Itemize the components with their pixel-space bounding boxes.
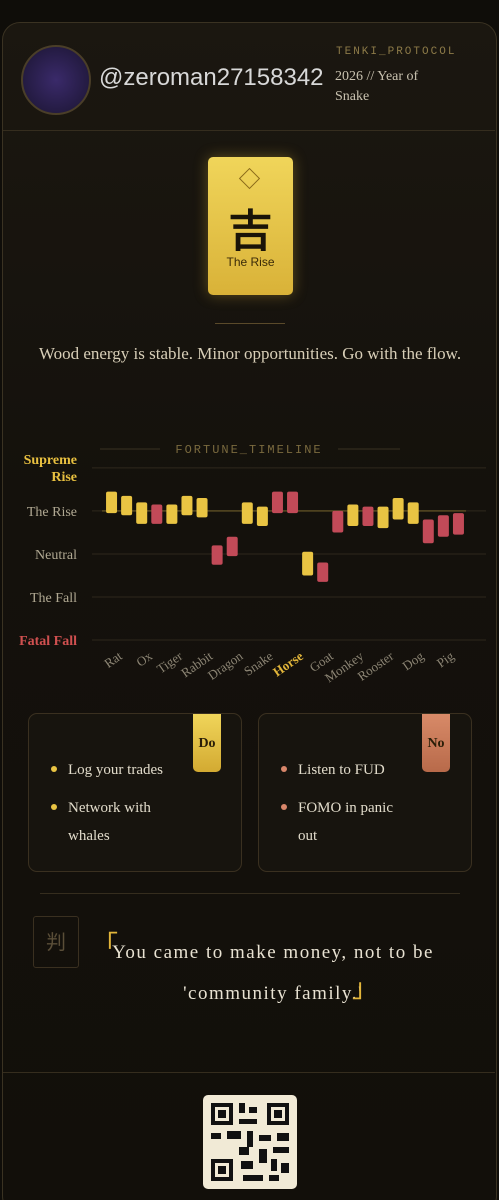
no-box: No Listen to FUD FOMO in panic out	[258, 713, 472, 872]
candle	[151, 504, 163, 524]
x-tick-label: Ox	[133, 648, 155, 670]
divider	[3, 1072, 495, 1073]
divider	[40, 893, 460, 894]
y-tick-line: Rise	[51, 470, 77, 485]
protocol: TENKI_PROTOCOL	[336, 46, 457, 58]
candle	[362, 506, 374, 526]
candle	[332, 510, 344, 533]
x-tick-label: Dragon	[205, 648, 246, 683]
verdict-quote: You came to make money, not to be 'commu…	[112, 942, 434, 1004]
candle	[377, 506, 389, 529]
divider	[215, 323, 285, 324]
x-tick-label: Snake	[241, 648, 276, 679]
fortune-chart: FORTUNE_TIMELINE Fatal Fall The Fall Neutra…	[19, 443, 486, 685]
candle	[287, 491, 299, 514]
no-item: FOMO in panic out	[298, 800, 393, 844]
y-tick-label: Fatal Fall	[19, 634, 77, 649]
no-item: Listen to FUD	[298, 762, 385, 778]
fortune-card: 吉 The Rise	[208, 157, 293, 295]
candle	[256, 506, 268, 526]
qr-code[interactable]	[203, 1095, 297, 1189]
do-box: Do Log your trades Network with whales	[28, 713, 242, 872]
y-tick-line: Supreme	[24, 453, 77, 468]
candle	[347, 504, 359, 526]
candle	[196, 498, 208, 518]
candle	[422, 519, 434, 544]
x-tick-label: Rat	[101, 648, 125, 671]
x-tick-label: Dog	[400, 648, 427, 673]
quote-close: 」	[352, 974, 379, 1004]
candle	[226, 536, 238, 557]
candle	[241, 502, 253, 524]
do-tag: Do	[193, 714, 221, 772]
y-tick-label: Supreme Rise	[24, 453, 77, 485]
no-tag: No	[422, 714, 450, 772]
bullet	[281, 804, 287, 810]
x-tick-label: Horse	[270, 648, 306, 679]
candle	[392, 498, 404, 520]
candle	[302, 551, 314, 576]
fortune-label: The Rise	[226, 255, 275, 269]
y-tick-label: Neutral	[35, 548, 77, 563]
candle	[181, 495, 193, 516]
y-tick-label: The Fall	[30, 591, 77, 606]
bullet	[51, 766, 57, 772]
message: Wood energy is stable. Minor opportuniti…	[38, 344, 462, 363]
candle	[437, 515, 449, 537]
candle	[317, 562, 329, 582]
candle	[166, 504, 178, 524]
quote-open: 「	[92, 931, 119, 961]
candle	[271, 491, 283, 514]
chart-title: FORTUNE_TIMELINE	[175, 443, 322, 457]
username: @zeroman27158342	[99, 64, 324, 91]
diamond-icon	[238, 167, 261, 190]
avatar[interactable]	[21, 45, 91, 115]
fortune-symbol: 吉	[228, 206, 273, 257]
x-tick-label: Pig	[434, 648, 457, 671]
candle	[407, 502, 419, 524]
candle	[211, 545, 223, 565]
candle	[136, 502, 148, 524]
candle	[452, 513, 464, 535]
do-item: Network with whales	[68, 800, 151, 844]
candle	[106, 491, 118, 514]
y-tick-label: The Rise	[27, 505, 77, 520]
verdict-icon: 判	[33, 916, 79, 968]
candle	[121, 495, 133, 516]
bullet	[51, 804, 57, 810]
bullet	[281, 766, 287, 772]
year-line: 2026 // Year of Snake	[335, 69, 419, 104]
divider	[3, 130, 495, 131]
do-item: Log your trades	[68, 762, 163, 778]
